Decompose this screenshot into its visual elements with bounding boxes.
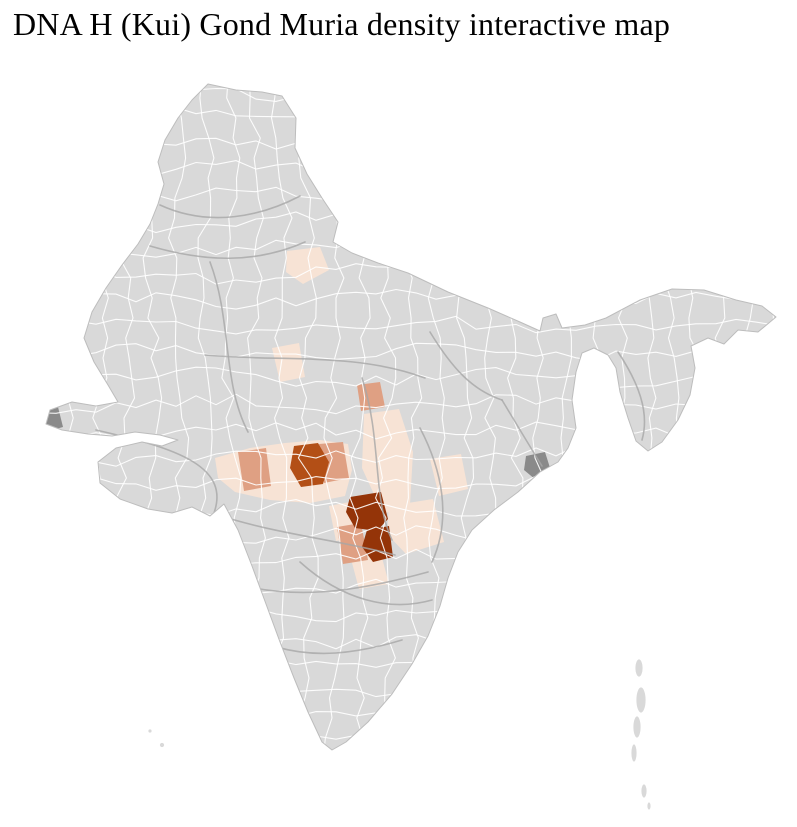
india-landmass[interactable] bbox=[46, 84, 776, 750]
density-district-medium[interactable] bbox=[238, 448, 271, 491]
density-district-low[interactable] bbox=[362, 409, 413, 514]
density-district-low[interactable] bbox=[286, 247, 329, 284]
andaman-islands[interactable] bbox=[630, 658, 652, 811]
lakshadweep-islands[interactable] bbox=[147, 728, 165, 748]
density-layer bbox=[46, 247, 551, 589]
page-title: DNA H (Kui) Gond Muria density interacti… bbox=[13, 6, 671, 42]
india-outline bbox=[45, 83, 777, 751]
